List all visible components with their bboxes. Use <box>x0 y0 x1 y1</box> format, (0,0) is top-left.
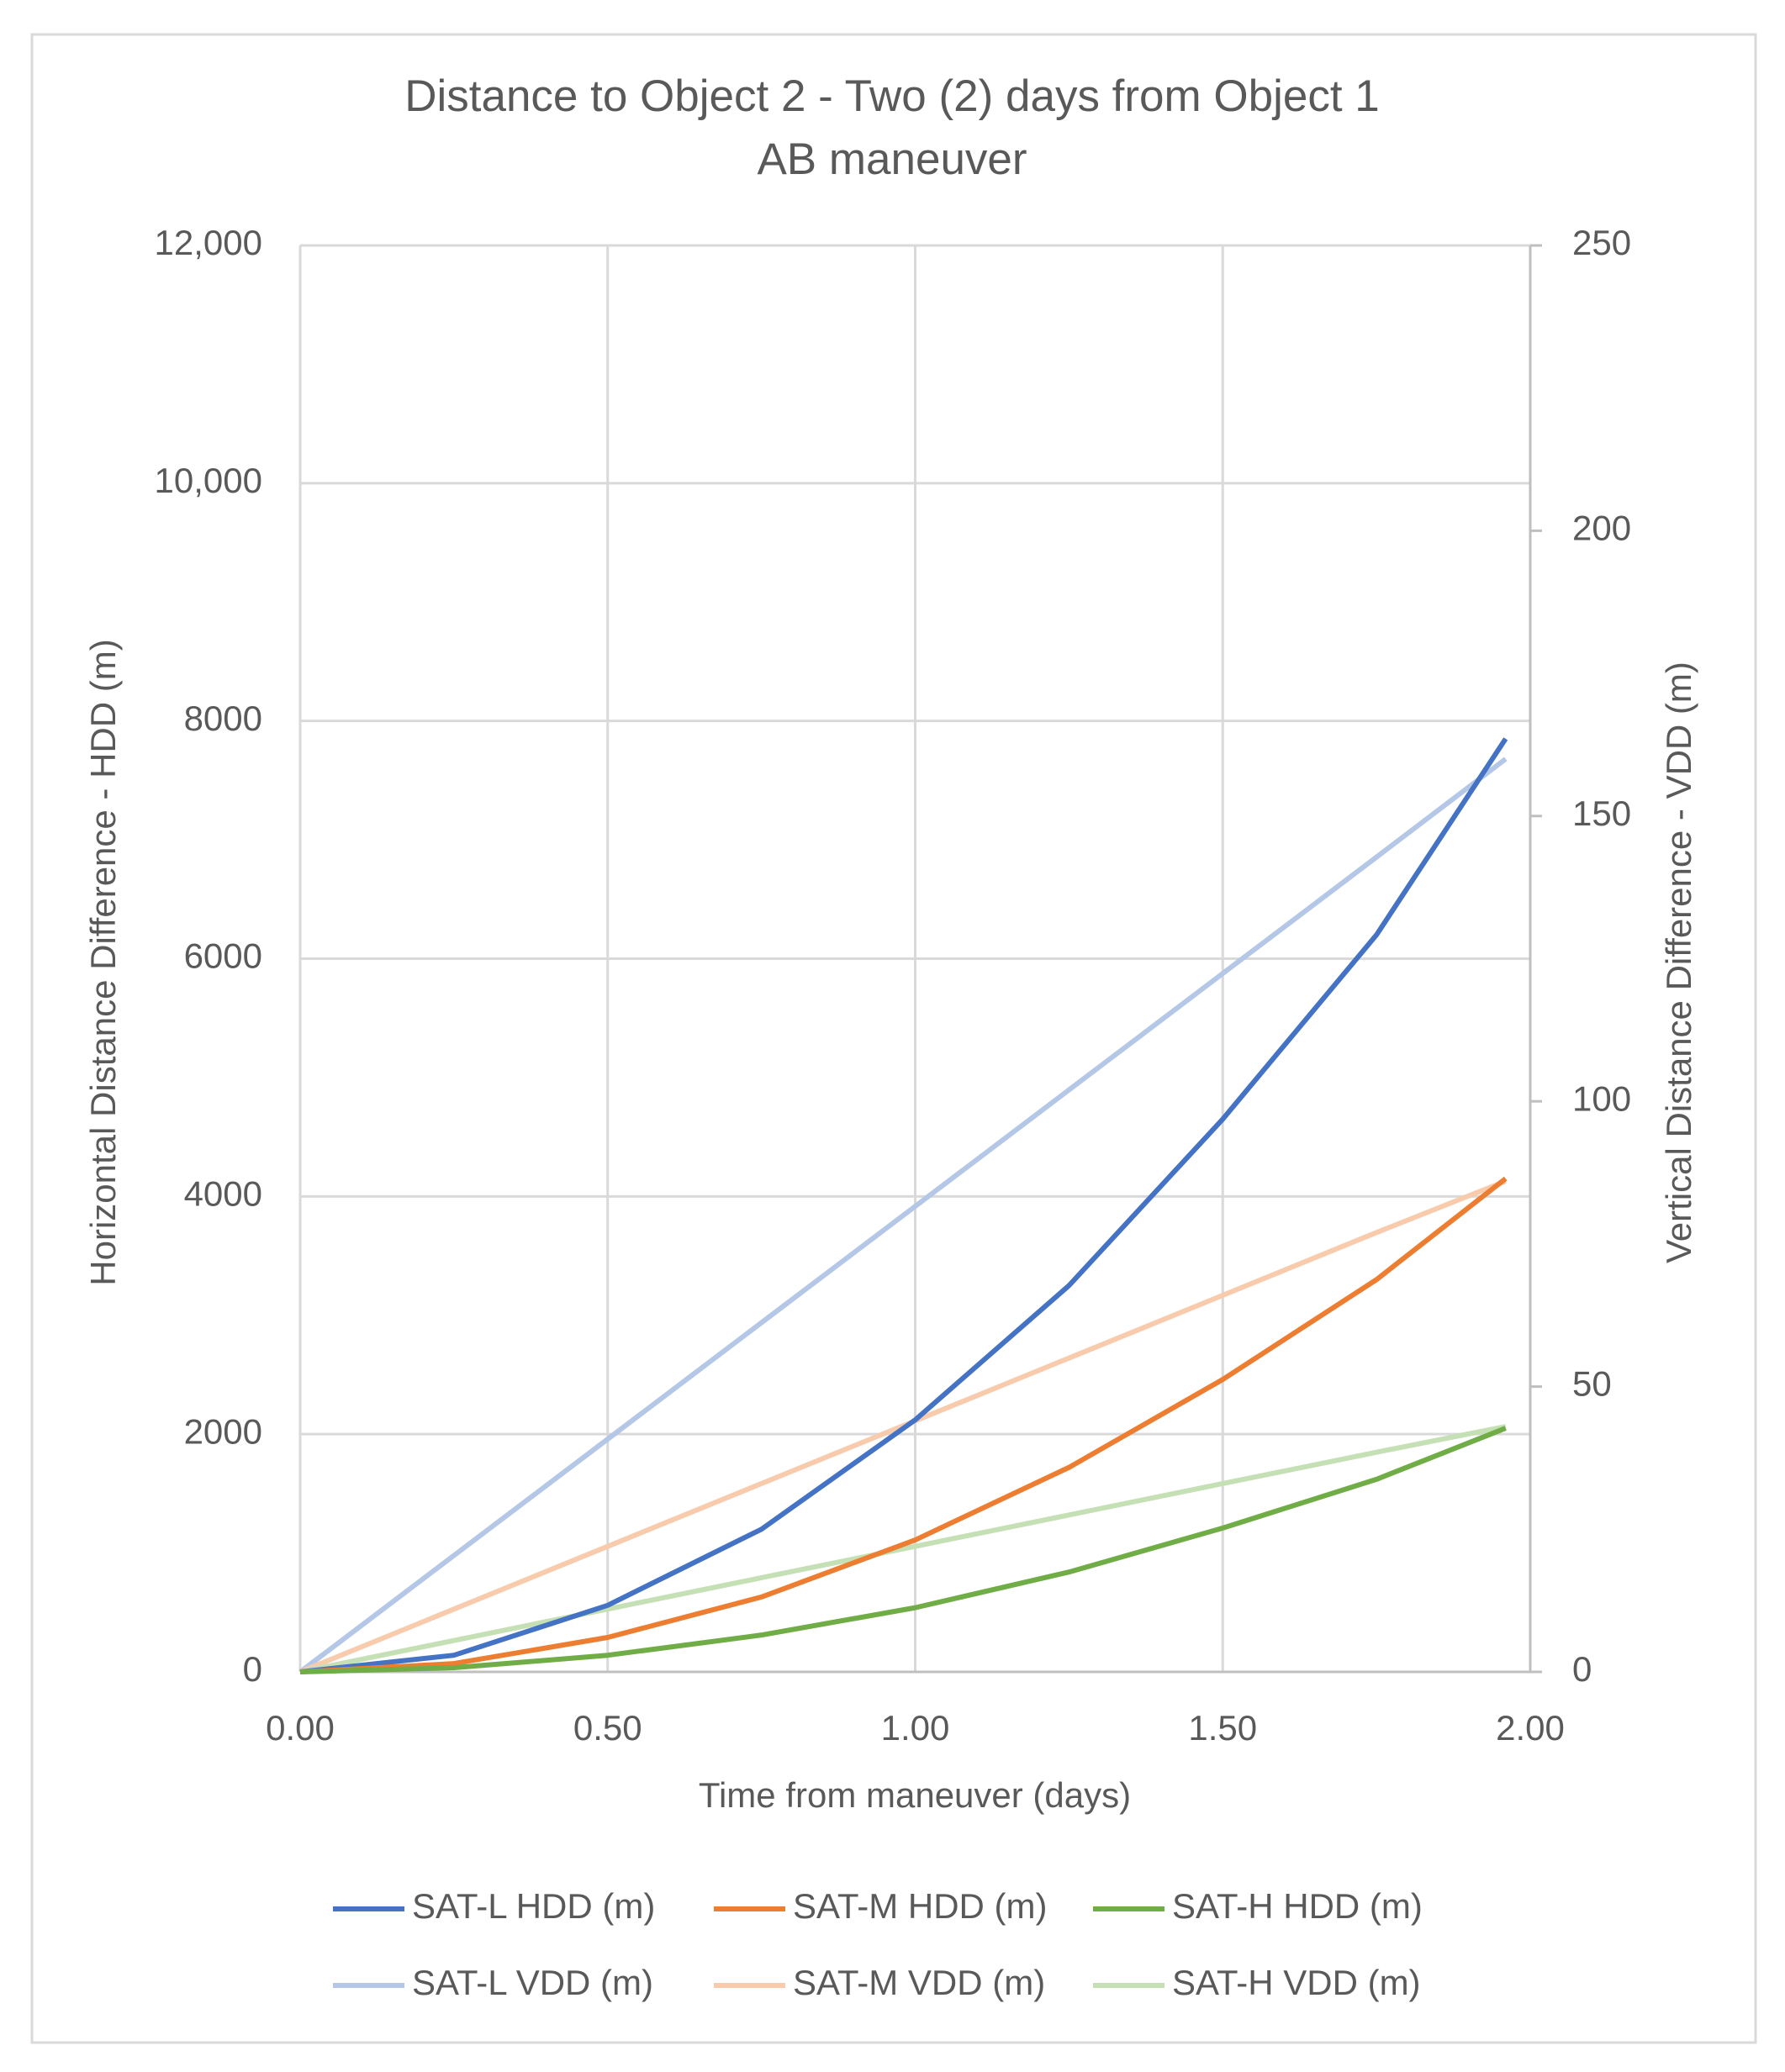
chart-subtitle: AB maneuver <box>757 134 1027 184</box>
x-tick-label: 1.50 <box>1188 1708 1257 1748</box>
x-tick-label: 0.50 <box>573 1708 642 1748</box>
y-axis-label: Horizontal Distance Difference - HDD (m) <box>83 639 123 1285</box>
series-line <box>299 1426 1507 1674</box>
x-axis-label: Time from maneuver (days) <box>699 1775 1131 1815</box>
y-tick-label: 10,000 <box>155 461 262 500</box>
x-tick-label: 2.00 <box>1496 1708 1565 1748</box>
y2-tick-label: 150 <box>1572 793 1631 833</box>
y2-tick-label: 50 <box>1572 1364 1612 1404</box>
x-tick-label: 0.00 <box>266 1708 335 1748</box>
legend-label: SAT-L HDD (m) <box>412 1886 655 1926</box>
y2-tick-label: 0 <box>1572 1649 1592 1689</box>
chart-title: Distance to Object 2 - Two (2) days from… <box>404 71 1380 121</box>
y-tick-label: 12,000 <box>155 223 262 262</box>
legend-label: SAT-H HDD (m) <box>1172 1886 1423 1926</box>
x-tick-label: 1.00 <box>881 1708 950 1748</box>
y-tick-label: 8000 <box>184 699 262 738</box>
y-tick-label: 0 <box>243 1649 262 1689</box>
legend-label: SAT-H VDD (m) <box>1172 1963 1421 2002</box>
series-line <box>299 1424 1507 1674</box>
series-line <box>299 737 1508 1674</box>
y2-tick-label: 100 <box>1572 1078 1631 1118</box>
legend-label: SAT-M HDD (m) <box>793 1886 1048 1926</box>
legend-label: SAT-M VDD (m) <box>793 1963 1045 2002</box>
y2-tick-label: 200 <box>1572 508 1631 547</box>
series-line <box>298 757 1508 1674</box>
chart-border <box>30 33 1757 2044</box>
y2-tick-label: 250 <box>1572 223 1631 262</box>
legend-label: SAT-L VDD (m) <box>412 1963 653 2002</box>
y-tick-label: 2000 <box>184 1411 262 1451</box>
series-line <box>299 1176 1508 1674</box>
y-tick-label: 4000 <box>184 1173 262 1213</box>
y2-axis-label: Vertical Distance Difference - VDD (m) <box>1659 662 1698 1263</box>
y-tick-label: 6000 <box>184 936 262 976</box>
